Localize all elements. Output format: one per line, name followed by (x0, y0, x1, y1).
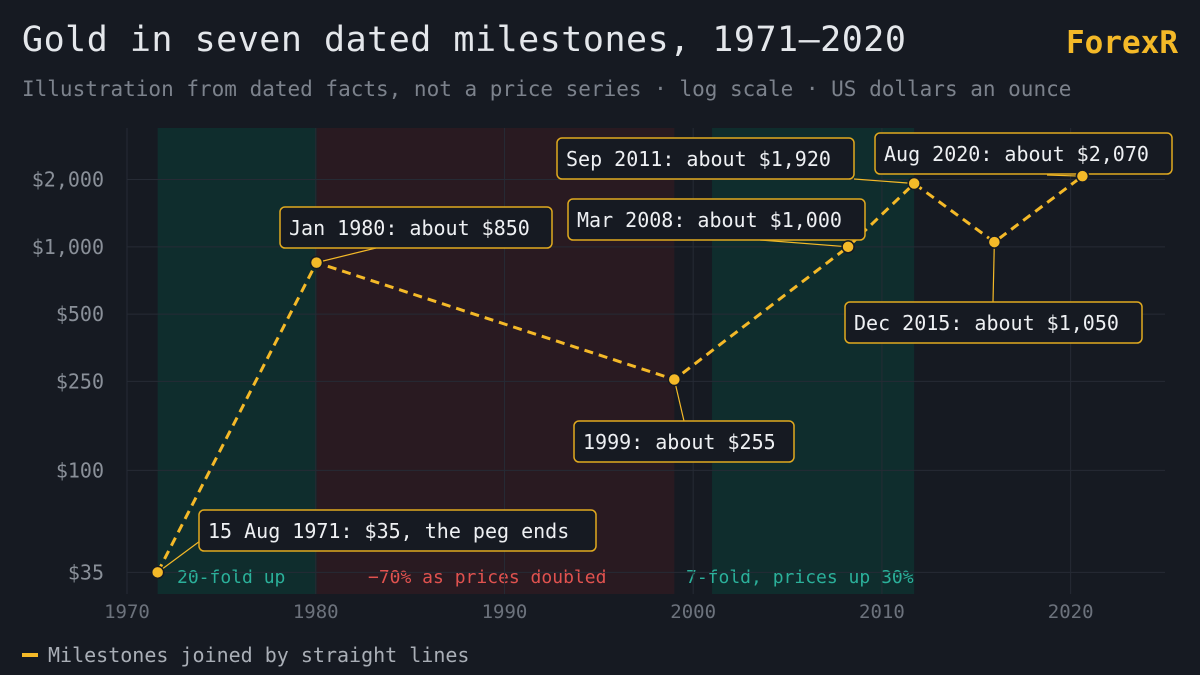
data-label: Aug 2020: about $2,070 (884, 142, 1149, 166)
legend: Milestones joined by straight lines (22, 643, 469, 667)
data-label: 1999: about $255 (583, 430, 776, 454)
y-tick-label: $500 (56, 302, 104, 326)
callout-leader (316, 247, 377, 264)
callout-leader (759, 239, 849, 248)
data-point (667, 372, 682, 387)
data-label: Dec 2015: about $1,050 (854, 311, 1119, 335)
x-tick-label: 1990 (482, 601, 528, 623)
data-point (1075, 169, 1090, 183)
callout-box (279, 206, 553, 249)
callout-box (573, 420, 795, 463)
y-tick-label: $35 (68, 560, 104, 584)
callout-leader (157, 540, 201, 573)
data-point (841, 240, 855, 254)
data-point (907, 176, 921, 191)
callout-box (874, 132, 1173, 175)
band-label: −70% as prices doubled (368, 567, 606, 588)
x-tick-label: 2000 (670, 601, 716, 623)
x-tick-label: 1980 (293, 601, 339, 623)
data-point (309, 255, 324, 270)
y-tick-label: $1,000 (32, 235, 104, 259)
callout-box (556, 137, 855, 180)
callout-leader (992, 242, 995, 303)
y-tick-label: $100 (56, 458, 104, 482)
band-label: 20-fold up (177, 567, 285, 588)
x-tick-label: 1970 (104, 601, 150, 623)
legend-swatch (22, 653, 38, 657)
x-tick-label: 2010 (859, 601, 905, 623)
band-rise (712, 128, 915, 594)
y-tick-label: $2,000 (32, 168, 104, 192)
callout-leader (673, 379, 685, 422)
chart-subtitle: Illustration from dated facts, not a pri… (22, 77, 1072, 101)
brand-logo: ForexR (1066, 25, 1178, 61)
data-point (150, 565, 165, 580)
callout-box (567, 198, 866, 241)
data-label: 15 Aug 1971: $35, the peg ends (208, 519, 569, 543)
data-label: Sep 2011: about $1,920 (566, 147, 831, 171)
y-tick-label: $250 (56, 369, 104, 393)
callout-box (198, 509, 597, 552)
legend-label: Milestones joined by straight lines (48, 643, 470, 667)
data-label: Mar 2008: about $1,000 (577, 208, 842, 232)
x-tick-label: 2020 (1048, 601, 1094, 623)
callout-leader (853, 178, 915, 185)
data-point (987, 235, 1002, 249)
band-label: 7-fold, prices up 30% (686, 567, 914, 588)
callout-box (844, 301, 1143, 344)
data-label: Jan 1980: about $850 (289, 216, 530, 240)
chart-title: Gold in seven dated milestones, 1971–202… (22, 20, 907, 60)
